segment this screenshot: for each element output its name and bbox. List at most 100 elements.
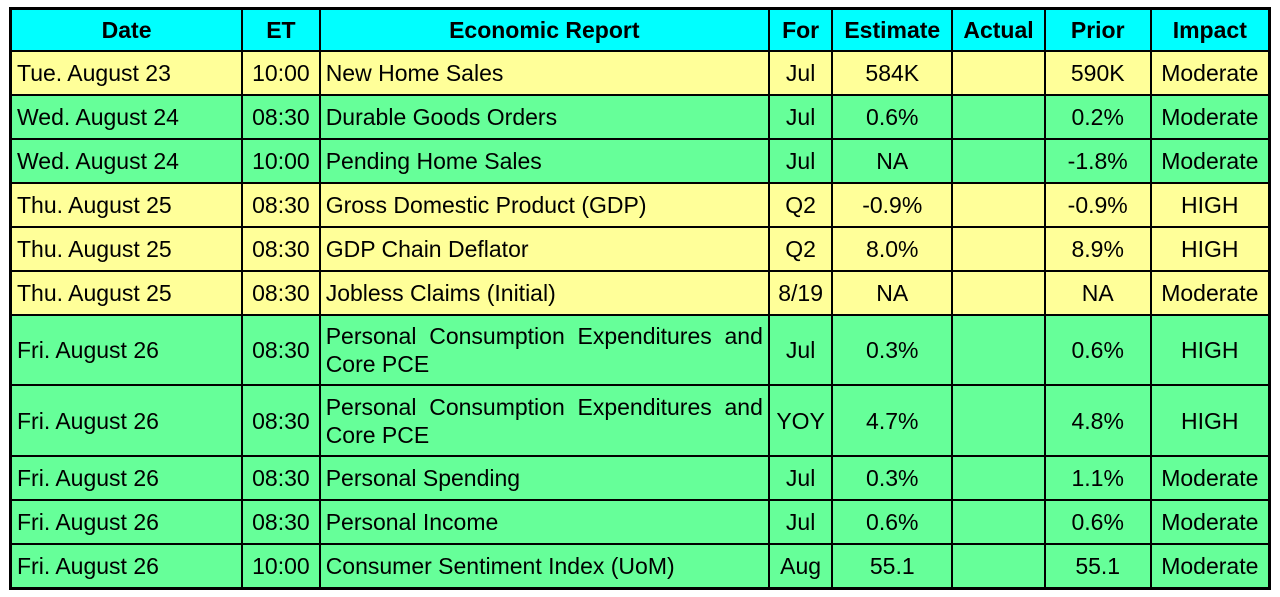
- cell-et: 08:30: [241, 455, 321, 502]
- table-row: Thu. August 25 08:30 Jobless Claims (Initi…: [9, 269, 1271, 316]
- cell-economic-report: Consumer Sentiment Index (UoM): [318, 542, 770, 590]
- cell-for: Jul: [767, 93, 834, 140]
- table-row: Fri. August 26 08:30 Personal Consumption …: [9, 313, 1271, 387]
- cell-for: Jul: [767, 137, 834, 184]
- cell-for: Q2: [767, 181, 834, 228]
- cell-impact: Moderate: [1149, 137, 1271, 184]
- header-et: ET: [241, 7, 321, 52]
- cell-date: Thu. August 25: [9, 225, 244, 272]
- cell-prior: NA: [1043, 269, 1152, 316]
- cell-prior: 0.6%: [1043, 499, 1152, 545]
- cell-impact: Moderate: [1149, 455, 1271, 502]
- table-row: Thu. August 25 08:30 Gross Domestic Produc…: [9, 181, 1271, 228]
- table-row: Wed. August 24 08:30 Durable Goods Orders J…: [9, 93, 1271, 140]
- cell-actual: [951, 455, 1046, 502]
- economic-calendar-table: Date ET Economic Report For Estimate Act…: [9, 7, 1271, 590]
- header-for: For: [767, 7, 834, 52]
- cell-prior: -1.8%: [1043, 137, 1152, 184]
- cell-for: YOY: [767, 384, 834, 458]
- cell-prior: 0.2%: [1043, 93, 1152, 140]
- table-row: Tue. August 23 10:00 New Home Sales Jul 584K…: [9, 50, 1271, 96]
- cell-date: Fri. August 26: [9, 313, 244, 387]
- table-row: Fri. August 26 08:30 Personal Spending Jul 0…: [9, 455, 1271, 502]
- table-row: Thu. August 25 08:30 GDP Chain Deflator Q2 8…: [9, 225, 1271, 272]
- header-prior: Prior: [1043, 7, 1152, 52]
- cell-economic-report: New Home Sales: [318, 50, 770, 96]
- cell-for: 8/19: [767, 269, 834, 316]
- cell-date: Thu. August 25: [9, 181, 244, 228]
- cell-et: 10:00: [241, 50, 321, 96]
- table-body: Tue. August 23 10:00 New Home Sales Jul 584K…: [9, 50, 1271, 590]
- cell-estimate: 4.7%: [831, 384, 954, 458]
- header-impact: Impact: [1149, 7, 1271, 52]
- cell-for: Aug: [767, 542, 834, 590]
- cell-et: 10:00: [241, 542, 321, 590]
- cell-prior: 55.1: [1043, 542, 1152, 590]
- cell-date: Wed. August 24: [9, 137, 244, 184]
- header-actual: Actual: [951, 7, 1046, 52]
- cell-prior: 0.6%: [1043, 313, 1152, 387]
- cell-actual: [951, 499, 1046, 545]
- table-row: Wed. August 24 10:00 Pending Home Sales Jul…: [9, 137, 1271, 184]
- cell-economic-report: Pending Home Sales: [318, 137, 770, 184]
- cell-impact: HIGH: [1149, 225, 1271, 272]
- cell-et: 08:30: [241, 269, 321, 316]
- header-estimate: Estimate: [831, 7, 954, 52]
- cell-impact: HIGH: [1149, 313, 1271, 387]
- cell-prior: 590K: [1043, 50, 1152, 96]
- table-row: Fri. August 26 10:00 Consumer Sentiment In…: [9, 542, 1271, 590]
- cell-date: Fri. August 26: [9, 384, 244, 458]
- cell-economic-report: Gross Domestic Product (GDP): [318, 181, 770, 228]
- cell-actual: [951, 225, 1046, 272]
- cell-estimate: 0.3%: [831, 313, 954, 387]
- table-header: Date ET Economic Report For Estimate Act…: [9, 7, 1271, 52]
- cell-impact: Moderate: [1149, 50, 1271, 96]
- cell-economic-report: Jobless Claims (Initial): [318, 269, 770, 316]
- cell-prior: 1.1%: [1043, 455, 1152, 502]
- cell-actual: [951, 542, 1046, 590]
- cell-estimate: 55.1: [831, 542, 954, 590]
- cell-economic-report: Personal Consumption Expenditures and Co…: [318, 384, 770, 458]
- cell-prior: -0.9%: [1043, 181, 1152, 228]
- cell-et: 08:30: [241, 93, 321, 140]
- cell-economic-report: Personal Spending: [318, 455, 770, 502]
- cell-economic-report: GDP Chain Deflator: [318, 225, 770, 272]
- cell-estimate: 8.0%: [831, 225, 954, 272]
- cell-date: Wed. August 24: [9, 93, 244, 140]
- cell-actual: [951, 137, 1046, 184]
- cell-actual: [951, 50, 1046, 96]
- cell-actual: [951, 181, 1046, 228]
- cell-prior: 8.9%: [1043, 225, 1152, 272]
- cell-prior: 4.8%: [1043, 384, 1152, 458]
- cell-for: Q2: [767, 225, 834, 272]
- cell-et: 08:30: [241, 181, 321, 228]
- cell-economic-report: Personal Consumption Expenditures and Co…: [318, 313, 770, 387]
- cell-impact: HIGH: [1149, 181, 1271, 228]
- cell-impact: HIGH: [1149, 384, 1271, 458]
- table-row: Fri. August 26 08:30 Personal Consumption …: [9, 384, 1271, 458]
- header-date: Date: [9, 7, 244, 52]
- header-row: Date ET Economic Report For Estimate Act…: [9, 7, 1271, 52]
- cell-actual: [951, 313, 1046, 387]
- cell-for: Jul: [767, 499, 834, 545]
- cell-impact: Moderate: [1149, 499, 1271, 545]
- cell-date: Fri. August 26: [9, 499, 244, 545]
- cell-for: Jul: [767, 455, 834, 502]
- table-row: Fri. August 26 08:30 Personal Income Jul 0.6…: [9, 499, 1271, 545]
- cell-date: Fri. August 26: [9, 455, 244, 502]
- header-economic-report: Economic Report: [318, 7, 770, 52]
- cell-estimate: NA: [831, 137, 954, 184]
- cell-date: Thu. August 25: [9, 269, 244, 316]
- cell-economic-report: Durable Goods Orders: [318, 93, 770, 140]
- cell-actual: [951, 269, 1046, 316]
- cell-estimate: 0.6%: [831, 93, 954, 140]
- cell-estimate: 584K: [831, 50, 954, 96]
- cell-estimate: 0.3%: [831, 455, 954, 502]
- cell-estimate: 0.6%: [831, 499, 954, 545]
- cell-impact: Moderate: [1149, 93, 1271, 140]
- cell-impact: Moderate: [1149, 269, 1271, 316]
- cell-et: 08:30: [241, 225, 321, 272]
- cell-et: 08:30: [241, 313, 321, 387]
- cell-date: Tue. August 23: [9, 50, 244, 96]
- cell-estimate: -0.9%: [831, 181, 954, 228]
